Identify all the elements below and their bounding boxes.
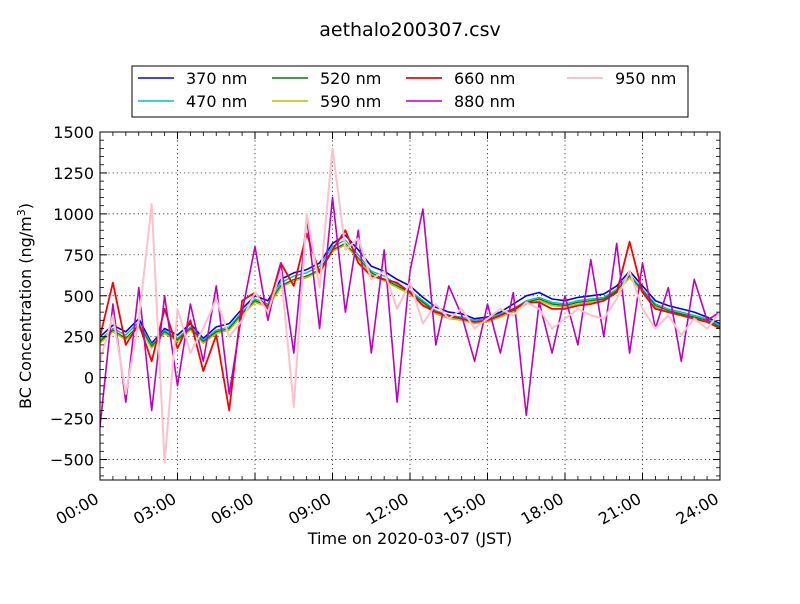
axis-ticks xyxy=(99,131,721,480)
legend-label: 590 nm xyxy=(320,92,381,111)
series-lines xyxy=(100,147,720,464)
y-tick-label: −500 xyxy=(50,451,94,470)
legend-box xyxy=(131,65,689,118)
y-tick-label: 1250 xyxy=(53,164,94,183)
y-tick-label: 1500 xyxy=(53,123,94,142)
series-line-880-nm xyxy=(100,196,720,427)
y-tick-label: 1000 xyxy=(53,205,94,224)
legend-label: 880 nm xyxy=(454,92,515,111)
legend-label: 520 nm xyxy=(320,69,381,88)
legend-label: 470 nm xyxy=(186,92,247,111)
series-line-660-nm xyxy=(100,229,720,412)
y-tick-label: 0 xyxy=(84,369,94,388)
y-tick-label: 500 xyxy=(63,287,94,306)
legend-label: 950 nm xyxy=(615,69,676,88)
grid xyxy=(100,132,720,480)
y-axis-label: BC Concentration (ng/m3) xyxy=(15,203,35,409)
y-axis-label-end: ) xyxy=(16,203,35,209)
y-tick-labels: 1500 1250 1000 750 500 250 0 −250 −500 xyxy=(50,123,94,470)
x-axis-label: Time on 2020-03-07 (JST) xyxy=(307,529,512,548)
y-axis-label-main: BC Concentration (ng/m xyxy=(16,216,35,409)
chart-title: aethalo200307.csv xyxy=(319,19,501,41)
y-tick-label: 750 xyxy=(63,246,94,265)
legend-label: 370 nm xyxy=(186,69,247,88)
legend-label: 660 nm xyxy=(454,69,515,88)
legend: 370 nm 470 nm 520 nm 590 nm 660 nm 880 nm 950 … xyxy=(131,65,689,118)
y-tick-label: 250 xyxy=(63,328,94,347)
y-axis-label-superscript: 3 xyxy=(15,209,28,216)
y-tick-label: −250 xyxy=(50,410,94,429)
series-line-950-nm xyxy=(100,147,720,464)
